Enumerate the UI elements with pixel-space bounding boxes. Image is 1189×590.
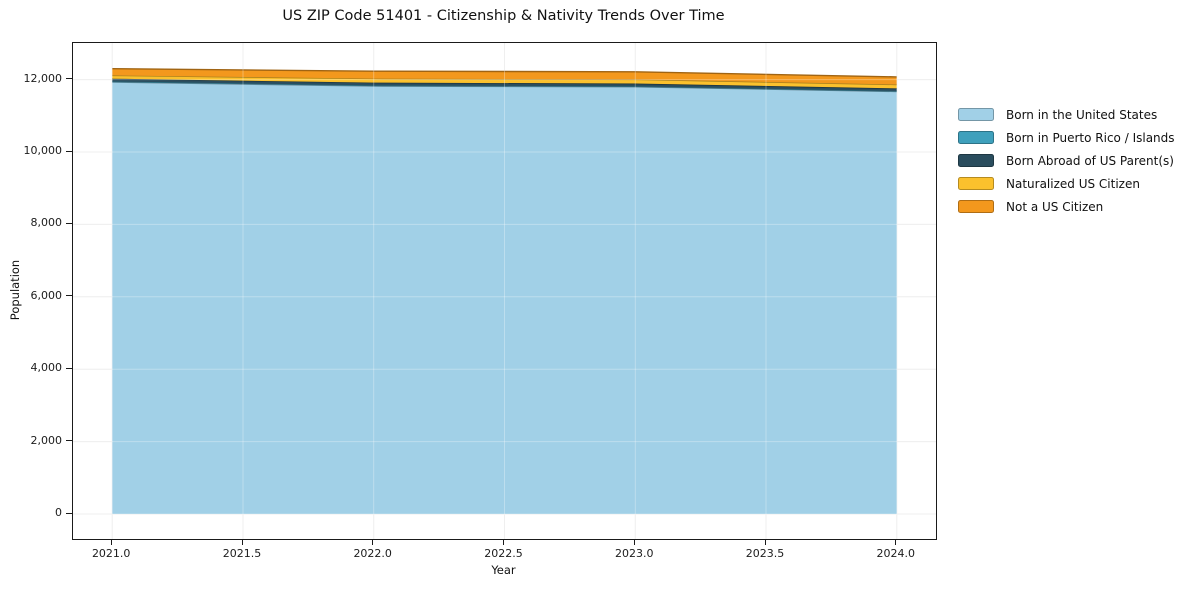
y-tick-label: 8,000 bbox=[30, 216, 63, 230]
stacked-area-plot bbox=[73, 43, 936, 539]
x-tick-label: 2024.0 bbox=[876, 547, 916, 560]
x-tick-label: 2021.0 bbox=[91, 547, 131, 560]
legend-swatch bbox=[958, 131, 994, 144]
x-tick-mark bbox=[764, 539, 766, 545]
y-tick-label: 6,000 bbox=[30, 288, 63, 302]
legend-swatch bbox=[958, 154, 994, 167]
y-tick-mark bbox=[66, 295, 72, 297]
y-tick-mark bbox=[66, 150, 72, 152]
x-tick-mark bbox=[372, 539, 374, 545]
legend: Born in the United States Born in Puerto … bbox=[958, 108, 1175, 223]
y-tick-label: 2,000 bbox=[30, 433, 63, 447]
y-tick-label: 4,000 bbox=[30, 361, 63, 375]
legend-swatch bbox=[958, 108, 994, 121]
y-tick-mark bbox=[66, 512, 72, 514]
legend-label: Born in Puerto Rico / Islands bbox=[1006, 130, 1175, 145]
chart-title: US ZIP Code 51401 - Citizenship & Nativi… bbox=[282, 8, 725, 24]
legend-item: Born in Puerto Rico / Islands bbox=[958, 130, 1175, 145]
legend-item: Born in the United States bbox=[958, 107, 1175, 122]
x-axis-label: Year bbox=[491, 563, 516, 577]
y-tick-label: 12,000 bbox=[23, 71, 63, 85]
area-top-edge bbox=[112, 68, 897, 78]
x-tick-mark bbox=[633, 539, 635, 545]
x-tick-mark bbox=[895, 539, 897, 545]
area-series bbox=[112, 82, 897, 514]
y-tick-mark bbox=[66, 78, 72, 80]
y-axis-label: Population bbox=[8, 259, 22, 321]
legend-label: Born Abroad of US Parent(s) bbox=[1006, 153, 1174, 168]
x-tick-label: 2022.5 bbox=[484, 547, 523, 560]
x-tick-label: 2021.5 bbox=[222, 547, 262, 560]
x-tick-label: 2023.5 bbox=[745, 547, 785, 560]
x-tick-label: 2023.0 bbox=[615, 547, 654, 560]
y-tick-mark bbox=[66, 222, 72, 224]
x-tick-mark bbox=[503, 539, 504, 545]
legend-swatch bbox=[958, 200, 994, 213]
legend-swatch bbox=[958, 177, 994, 190]
x-tick-mark bbox=[110, 539, 112, 545]
plot-area bbox=[72, 42, 937, 540]
y-tick-label: 10,000 bbox=[23, 144, 63, 157]
y-tick-mark bbox=[66, 440, 72, 442]
area-series bbox=[112, 68, 897, 85]
legend-item: Naturalized US Citizen bbox=[958, 176, 1175, 191]
x-tick-label: 2022.0 bbox=[353, 547, 392, 560]
legend-label: Not a US Citizen bbox=[1006, 199, 1104, 214]
legend-label: Naturalized US Citizen bbox=[1006, 176, 1140, 191]
y-tick-label: 0 bbox=[55, 506, 62, 519]
area-series bbox=[112, 75, 897, 89]
legend-label: Born in the United States bbox=[1006, 107, 1158, 122]
legend-item: Not a US Citizen bbox=[958, 199, 1175, 214]
legend-item: Born Abroad of US Parent(s) bbox=[958, 153, 1175, 168]
y-tick-mark bbox=[66, 367, 72, 369]
x-tick-mark bbox=[241, 539, 243, 545]
